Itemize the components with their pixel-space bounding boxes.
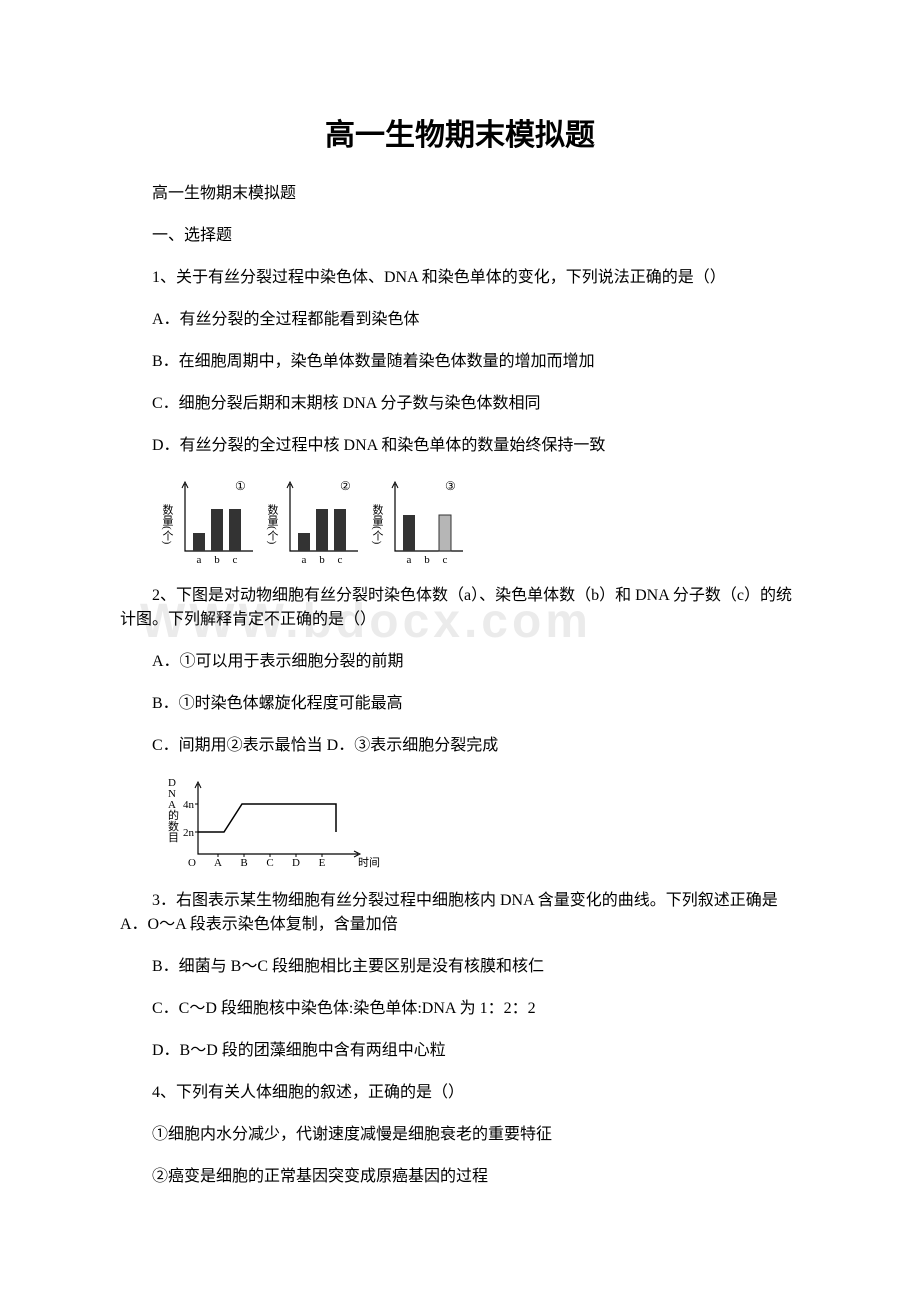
svg-text:c: c — [338, 554, 343, 566]
svg-text:目: 目 — [168, 832, 179, 844]
q2-option-c: C．间期用②表示最恰当 D．③表示细胞分裂完成 — [120, 734, 800, 758]
svg-text:②: ② — [340, 479, 351, 493]
q4-item-1: ①细胞内水分减少，代谢速度减慢是细胞衰老的重要特征 — [120, 1123, 800, 1147]
svg-text:b: b — [319, 554, 325, 566]
q3-option-d: D．B～D 段的团藻细胞中含有两组中心粒 — [120, 1039, 800, 1063]
svg-text:③: ③ — [445, 479, 456, 493]
q1-stem: 1、关于有丝分裂过程中染色体、DNA 和染色单体的变化，下列说法正确的是（） — [120, 266, 800, 290]
figure-1-bar-charts: 数量(个)①abc数量(个)②abc数量(个)③abc — [160, 476, 800, 566]
page-title: 高一生物期末模拟题 — [120, 110, 800, 154]
svg-text:2n: 2n — [183, 827, 195, 839]
svg-text:a: a — [302, 554, 307, 566]
figure-2-dna-curve: DNA的数目4n2nOABCDE时间 — [160, 776, 800, 871]
subtitle-line: 高一生物期末模拟题 — [120, 182, 800, 206]
q3-option-c: C．C～D 段细胞核中染色体:染色单体:DNA 为 1：2：2 — [120, 997, 800, 1021]
svg-text:4n: 4n — [183, 799, 195, 811]
svg-text:的: 的 — [168, 808, 179, 822]
q1-option-c: C．细胞分裂后期和末期核 DNA 分子数与染色体数相同 — [120, 392, 800, 416]
q1-stem-text: 1、关于有丝分裂过程中染色体、DNA 和染色单体的变化，下列说法正确的是（） — [152, 269, 726, 286]
svg-text:b: b — [214, 554, 220, 566]
q3-option-b: B．细菌与 B～C 段细胞相比主要区别是没有核膜和核仁 — [120, 955, 800, 979]
svg-text:数量(个): 数量(个) — [266, 504, 279, 545]
section-heading: 一、选择题 — [120, 224, 800, 248]
svg-text:D: D — [292, 857, 300, 869]
q4-item-2: ②癌变是细胞的正常基因突变成原癌基因的过程 — [120, 1165, 800, 1189]
svg-text:E: E — [319, 857, 326, 869]
svg-text:A: A — [214, 857, 222, 869]
q2-option-b: B．①时染色体螺旋化程度可能最高 — [120, 692, 800, 716]
svg-text:O: O — [188, 857, 196, 869]
svg-text:C: C — [266, 857, 273, 869]
svg-text:c: c — [443, 554, 448, 566]
q2-stem: 2、下图是对动物细胞有丝分裂时染色体数（a）、染色单体数（b）和 DNA 分子数… — [120, 584, 800, 632]
q1-option-d: D．有丝分裂的全过程中核 DNA 和染色单体的数量始终保持一致 — [120, 434, 800, 458]
q2-stem-text: 2、下图是对动物细胞有丝分裂时染色体数（a）、染色单体数（b）和 DNA 分子数… — [120, 587, 792, 628]
q1-option-b: B．在细胞周期中，染色单体数量随着染色体数量的增加而增加 — [120, 350, 800, 374]
svg-text:B: B — [240, 857, 247, 869]
svg-text:a: a — [197, 554, 202, 566]
q4-stem: 4、下列有关人体细胞的叙述，正确的是（） — [120, 1081, 800, 1105]
svg-text:a: a — [407, 554, 412, 566]
svg-text:数量(个): 数量(个) — [371, 504, 384, 545]
q3-stem-text: 3．右图表示某生物细胞有丝分裂过程中细胞核内 DNA 含量变化的曲线。下列叙述正… — [120, 892, 778, 933]
q3-stem: 3．右图表示某生物细胞有丝分裂过程中细胞核内 DNA 含量变化的曲线。下列叙述正… — [120, 889, 800, 937]
svg-text:c: c — [233, 554, 238, 566]
q1-option-a: A．有丝分裂的全过程都能看到染色体 — [120, 308, 800, 332]
svg-text:①: ① — [235, 479, 246, 493]
svg-text:数量(个): 数量(个) — [161, 504, 174, 545]
q2-option-a: A．①可以用于表示细胞分裂的前期 — [120, 650, 800, 674]
svg-text:时间: 时间 — [358, 856, 380, 869]
document-page: 高一生物期末模拟题 高一生物期末模拟题 一、选择题 1、关于有丝分裂过程中染色体… — [0, 0, 920, 1267]
svg-text:b: b — [424, 554, 430, 566]
